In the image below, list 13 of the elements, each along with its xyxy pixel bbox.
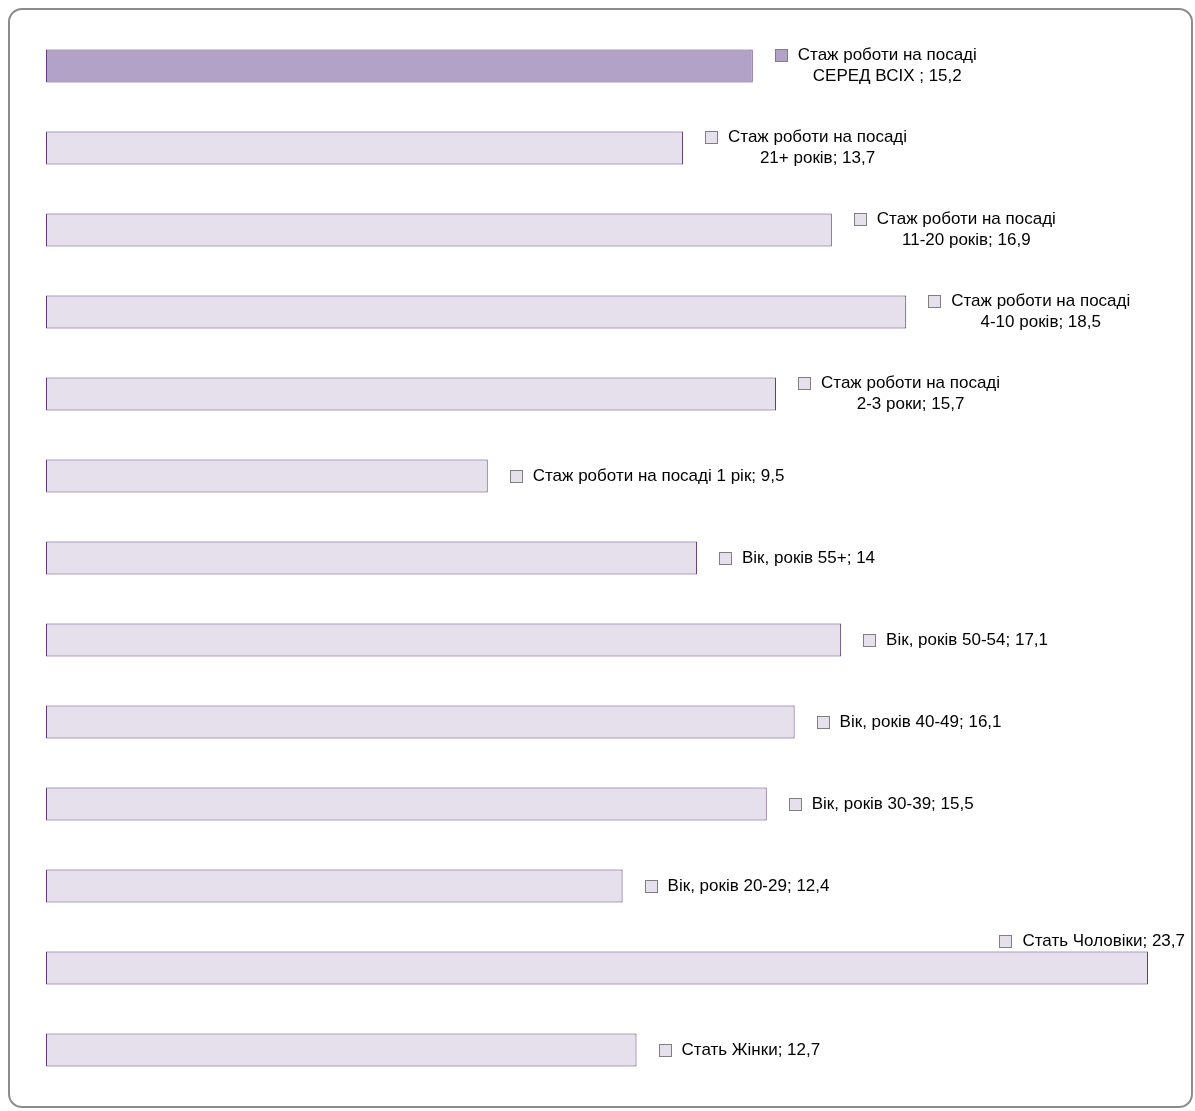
- data-label: Стаж роботи на посаді 11-20 років; 16,9: [876, 209, 1056, 250]
- data-label: Стаж роботи на посаді СЕРЕД ВСІХ ; 15,2: [797, 45, 977, 86]
- data-label: Стать Жінки; 12,7: [681, 1039, 821, 1059]
- data-label: Стаж роботи на посаді 4-10 років; 18,5: [951, 291, 1131, 332]
- data-label: Вік, років 50-54; 17,1: [886, 629, 1048, 649]
- data-label: Вік, років 30-39; 15,5: [811, 793, 974, 813]
- data-label: Вік, років 20-29; 12,4: [667, 875, 830, 895]
- data-label: Вік, років 55+; 14: [741, 547, 876, 567]
- data-label: Стаж роботи на посаді 1 рік; 9,5: [532, 465, 785, 485]
- data-label: Стаж роботи на посаді 2-3 роки; 15,7: [821, 373, 1001, 414]
- data-label: Стать Чоловіки; 23,7: [1022, 931, 1185, 951]
- data-label: Стаж роботи на посаді 21+ років; 13,7: [728, 127, 908, 168]
- data-label: Вік, років 40-49; 16,1: [839, 711, 1002, 731]
